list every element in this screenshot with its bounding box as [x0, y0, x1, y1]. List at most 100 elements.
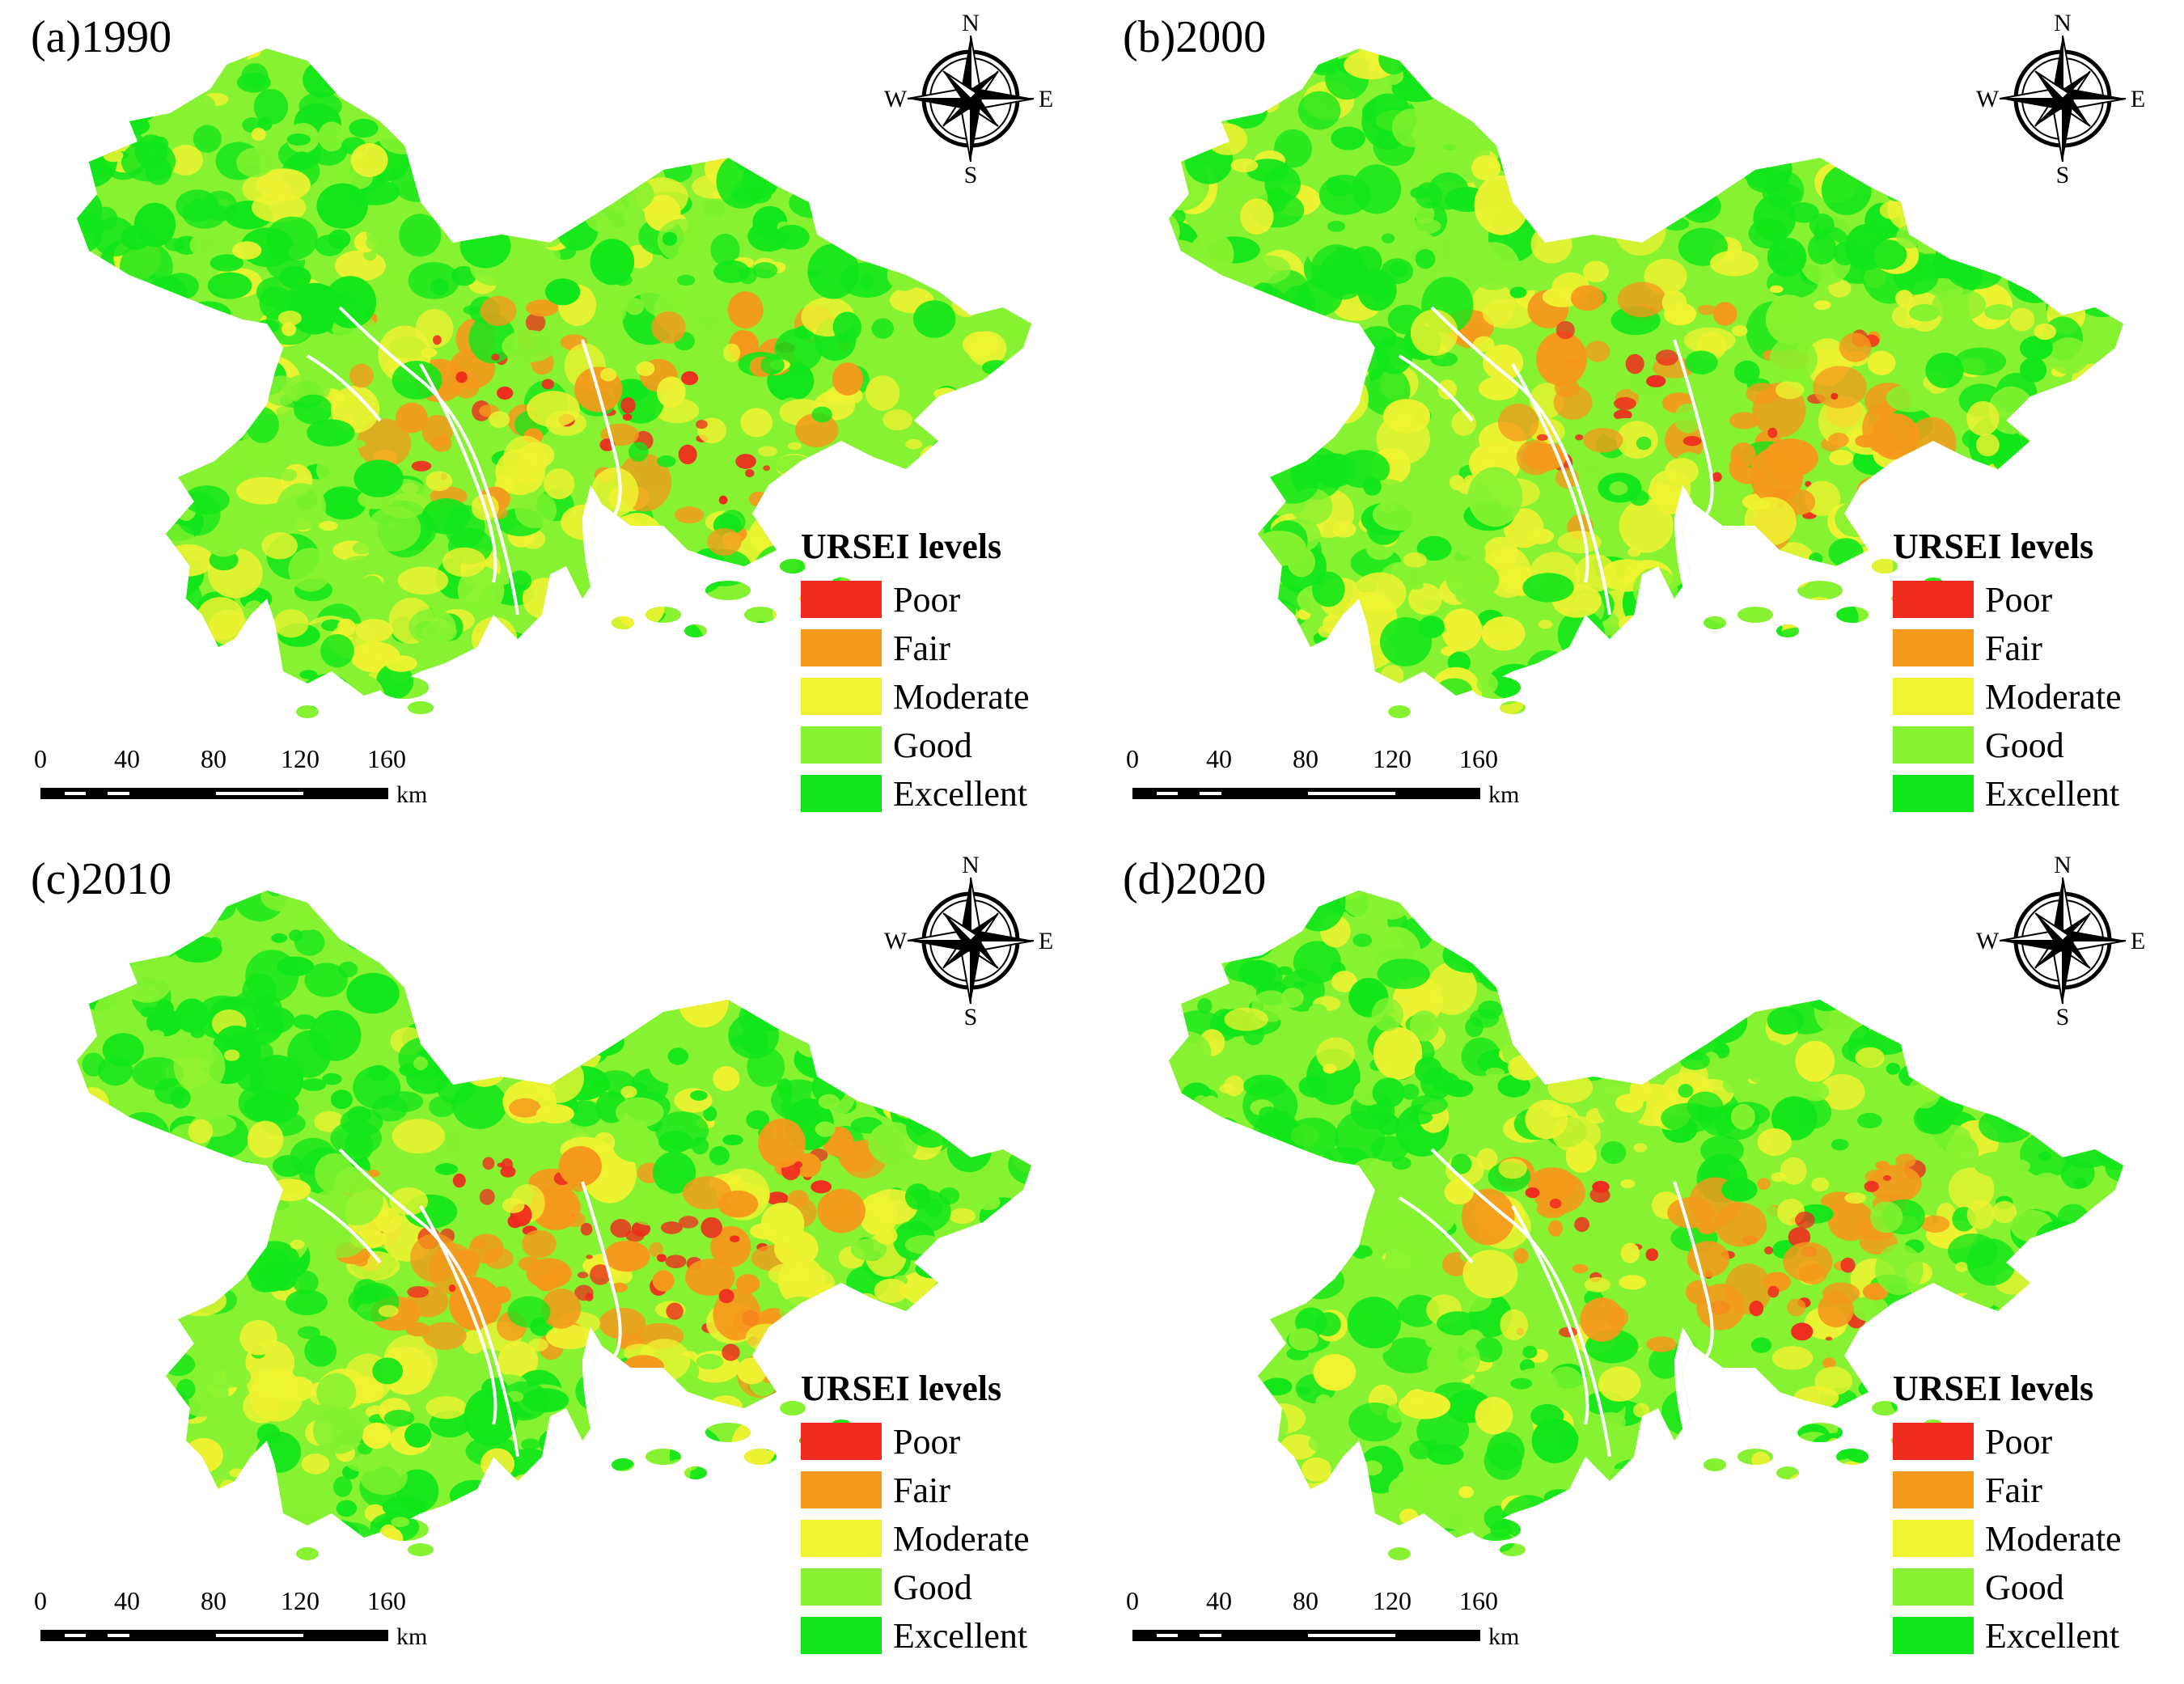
scale-tick-label: 80	[1293, 1586, 1318, 1615]
north-arrow-compass-icon: N S E W	[884, 852, 1053, 1030]
scale-bar-graphic	[1132, 1630, 1480, 1641]
legend-swatch	[801, 1520, 882, 1557]
scale-tick-label: 0	[34, 744, 47, 773]
legend-item-fair: Fair	[801, 1466, 1030, 1514]
ursei-map	[77, 49, 1031, 718]
legend-item-moderate: Moderate	[1893, 1514, 2122, 1563]
scale-bar: 0 40 80 120 160 km	[1126, 744, 1553, 809]
scale-tick-label: 160	[1459, 744, 1498, 773]
legend-item-excellent: Excellent	[1893, 1611, 2122, 1660]
legend-label: Moderate	[1985, 1518, 2122, 1559]
svg-text:S: S	[2056, 1004, 2070, 1030]
panel-title: (c)2010	[31, 854, 172, 904]
legend-label: Fair	[1985, 1470, 2042, 1510]
legend-item-moderate: Moderate	[1893, 672, 2122, 721]
legend-item-poor: Poor	[1893, 1417, 2122, 1466]
scale-bar-graphic	[40, 1630, 388, 1641]
legend-swatch	[1893, 775, 1974, 812]
panel-title: (a)1990	[31, 12, 172, 62]
legend-swatch	[801, 1568, 882, 1606]
map-panel-3: (c)2010 N S E W URSEI levels Poor Fair Mod…	[0, 842, 1092, 1684]
legend-label: Fair	[1985, 628, 2042, 668]
north-arrow-compass-icon: N S E W	[884, 10, 1053, 188]
scale-tick-label: 120	[1373, 1586, 1412, 1615]
scale-tick-label: 0	[1126, 744, 1139, 773]
scale-tick-label: 40	[1206, 1586, 1232, 1615]
legend: URSEI levels Poor Fair Moderate Good Excelle…	[1893, 1368, 2122, 1660]
scale-bar: 0 40 80 120 160 km	[34, 744, 461, 809]
legend-swatch	[1893, 1471, 1974, 1508]
legend-swatch	[1893, 726, 1974, 764]
svg-text:E: E	[1039, 86, 1053, 112]
svg-text:S: S	[964, 162, 978, 188]
legend-item-excellent: Excellent	[1893, 769, 2122, 818]
legend-item-poor: Poor	[1893, 575, 2122, 624]
svg-text:E: E	[1039, 928, 1053, 954]
ursei-map	[77, 891, 1031, 1560]
scale-tick-label: 40	[114, 744, 140, 773]
svg-text:N: N	[962, 852, 980, 878]
legend-label: Poor	[893, 1421, 961, 1462]
svg-text:W: W	[1976, 86, 2000, 112]
svg-text:S: S	[2056, 162, 2070, 188]
svg-text:E: E	[2131, 928, 2145, 954]
legend-swatch	[1893, 581, 1974, 618]
legend: URSEI levels Poor Fair Moderate Good Excelle…	[801, 526, 1030, 818]
svg-text:N: N	[2054, 10, 2072, 36]
svg-text:W: W	[1976, 928, 2000, 954]
legend-item-moderate: Moderate	[801, 1514, 1030, 1563]
legend-swatch	[1893, 678, 1974, 715]
legend: URSEI levels Poor Fair Moderate Good Excelle…	[801, 1368, 1030, 1660]
legend-swatch	[801, 1471, 882, 1508]
scale-tick-label: 120	[281, 1586, 320, 1615]
legend-swatch	[801, 775, 882, 812]
legend-title: URSEI levels	[1893, 527, 2094, 566]
legend-label: Good	[893, 725, 972, 765]
svg-text:E: E	[2131, 86, 2145, 112]
legend-item-good: Good	[1893, 721, 2122, 769]
scale-tick-label: 80	[201, 744, 226, 773]
legend-item-fair: Fair	[801, 624, 1030, 672]
legend-item-excellent: Excellent	[801, 1611, 1030, 1660]
scale-tick-label: 40	[1206, 744, 1232, 773]
legend-item-moderate: Moderate	[801, 672, 1030, 721]
legend-label: Poor	[1985, 579, 2053, 620]
svg-text:N: N	[2054, 852, 2072, 878]
scale-bar-graphic	[1132, 788, 1480, 799]
legend-item-fair: Fair	[1893, 1466, 2122, 1514]
scale-tick-label: 160	[367, 744, 406, 773]
legend-label: Excellent	[1985, 773, 2120, 814]
scale-tick-label: 160	[1459, 1586, 1498, 1615]
legend-label: Moderate	[893, 1518, 1030, 1559]
legend-swatch	[801, 1423, 882, 1460]
legend-title: URSEI levels	[801, 527, 1002, 566]
svg-text:N: N	[962, 10, 980, 36]
scale-tick-label: 160	[367, 1586, 406, 1615]
scale-tick-label: 0	[1126, 1586, 1139, 1615]
scale-tick-label: 40	[114, 1586, 140, 1615]
scale-tick-label: 80	[201, 1586, 226, 1615]
legend-label: Good	[1985, 725, 2064, 765]
legend-swatch	[801, 678, 882, 715]
legend-swatch	[1893, 1568, 1974, 1606]
legend-swatch	[1893, 1520, 1974, 1557]
legend-label: Excellent	[1985, 1615, 2120, 1656]
north-arrow-compass-icon: N S E W	[1976, 10, 2145, 188]
legend-label: Poor	[1985, 1421, 2053, 1462]
legend-swatch	[1893, 1617, 1974, 1654]
legend-item-good: Good	[1893, 1563, 2122, 1611]
legend-swatch	[1893, 629, 1974, 666]
scale-unit: km	[1488, 781, 1520, 808]
legend: URSEI levels Poor Fair Moderate Good Excelle…	[1893, 526, 2122, 818]
legend-item-good: Good	[801, 1563, 1030, 1611]
legend-label: Good	[1985, 1567, 2064, 1607]
legend-swatch	[801, 726, 882, 764]
scale-tick-label: 0	[34, 1586, 47, 1615]
legend-swatch	[801, 1617, 882, 1654]
scale-tick-label: 120	[281, 744, 320, 773]
panel-title: (b)2000	[1123, 12, 1267, 62]
scale-tick-label: 80	[1293, 744, 1318, 773]
scale-bar: 0 40 80 120 160 km	[34, 1586, 461, 1651]
legend-swatch	[801, 581, 882, 618]
legend-label: Good	[893, 1567, 972, 1607]
